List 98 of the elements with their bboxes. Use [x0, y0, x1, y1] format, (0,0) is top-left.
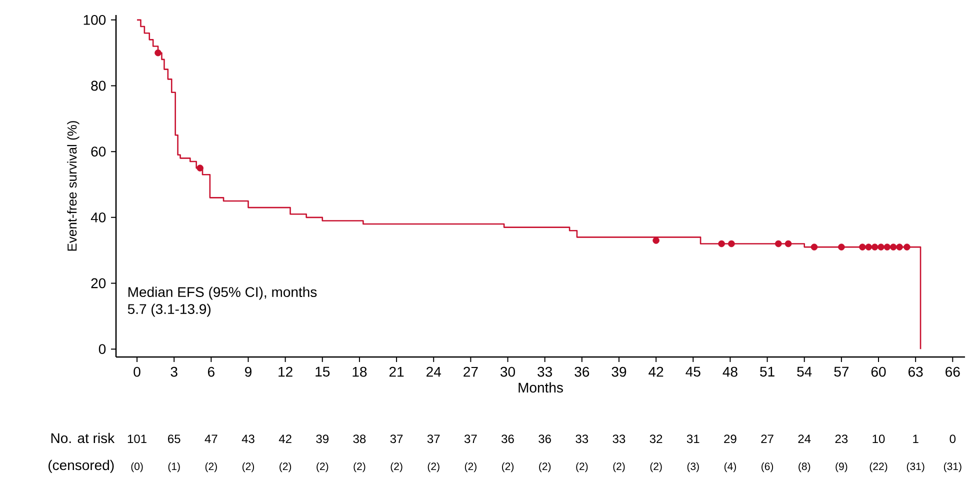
text: (censored) [48, 460, 114, 473]
text: (2) [205, 462, 217, 472]
y-tick-label: 20 [91, 278, 106, 288]
y-tick-label: 80 [91, 80, 106, 91]
text: 1 [913, 434, 918, 443]
text: (0) [131, 462, 143, 472]
text: (31) [944, 462, 962, 472]
text: 39 [316, 434, 328, 444]
text: (4) [724, 462, 736, 472]
x-tick-label: 33 [538, 366, 552, 377]
text: (2) [464, 462, 476, 472]
point [904, 244, 910, 250]
x-tick-label: 57 [834, 366, 849, 377]
point [865, 244, 872, 250]
text: 38 [353, 434, 366, 444]
text: 10 [872, 434, 885, 444]
point [896, 244, 903, 250]
point [838, 244, 845, 250]
text: 23 [835, 434, 848, 444]
point [890, 244, 897, 250]
annotation: 5.7 (3.1-13.9) [128, 304, 210, 317]
text: 33 [612, 434, 626, 444]
text: 0 [950, 434, 956, 444]
text: 33 [576, 434, 588, 444]
text: 36 [538, 434, 551, 444]
text: 24 [798, 434, 811, 443]
text: (2) [502, 462, 514, 472]
text: (22) [870, 462, 888, 472]
point [728, 240, 735, 248]
point [196, 164, 204, 172]
text: 37 [427, 434, 440, 444]
point [775, 240, 782, 248]
y-tick-label: 100 [84, 14, 106, 25]
text: 42 [278, 434, 292, 443]
text: (2) [613, 462, 625, 472]
point [784, 240, 792, 248]
x-tick-label: 0 [134, 366, 140, 377]
text: 37 [390, 434, 403, 444]
point [884, 244, 891, 250]
text: (8) [798, 462, 810, 472]
text: 32 [650, 434, 662, 444]
x-tick-label: 6 [208, 366, 214, 377]
text: (2) [354, 462, 366, 472]
x-tick-label: 36 [574, 366, 590, 377]
text: 101 [128, 434, 146, 444]
text: 27 [761, 434, 774, 443]
text: (2) [539, 462, 551, 472]
point [154, 49, 162, 56]
x-tick-label: 54 [797, 366, 812, 377]
x-tick-label: 66 [946, 366, 960, 377]
point [859, 244, 866, 250]
x-tick-label: 9 [245, 366, 252, 377]
x-axis-title: Months [518, 382, 563, 393]
point [718, 240, 725, 248]
text: (2) [390, 462, 402, 472]
x-tick-label: 3 [170, 366, 178, 377]
x-tick-label: 30 [500, 366, 515, 377]
text: 36 [502, 434, 514, 444]
y-axis-title: Event-free survival (%) [67, 121, 80, 251]
text: 47 [204, 434, 218, 443]
text: (2) [650, 462, 662, 472]
x-tick-label: 51 [760, 366, 774, 377]
text: (2) [242, 462, 254, 472]
text: 29 [724, 434, 736, 444]
text: (31) [906, 462, 924, 472]
text: (2) [576, 462, 588, 472]
text: (2) [316, 462, 328, 472]
x-tick-label: 60 [871, 366, 886, 377]
x-tick-label: 27 [464, 366, 478, 377]
x-tick-label: 45 [686, 366, 700, 377]
y-tick-label: 0 [98, 344, 106, 354]
text: (2) [280, 462, 292, 472]
x-tick-label: 15 [316, 366, 330, 377]
x-tick-label: 12 [278, 366, 292, 377]
text: (1) [168, 462, 180, 472]
point [878, 244, 884, 250]
text: 43 [242, 434, 254, 444]
y-tick-label: 40 [90, 212, 106, 222]
text: 31 [686, 434, 700, 444]
text: (2) [428, 462, 440, 472]
text: (6) [762, 462, 774, 472]
annotation: Median EFS (95% CI), months [128, 286, 317, 300]
x-tick-label: 24 [426, 366, 441, 377]
text: No. at risk [51, 432, 115, 444]
x-tick-label: 21 [389, 366, 404, 377]
text: (3) [687, 462, 699, 472]
y-tick-label: 60 [91, 146, 106, 157]
x-tick-label: 63 [908, 366, 923, 377]
text: 65 [168, 434, 180, 444]
point [810, 244, 818, 250]
x-tick-label: 48 [722, 366, 738, 377]
x-tick-label: 18 [352, 366, 367, 377]
point [652, 237, 660, 244]
text: (9) [836, 462, 848, 472]
x-tick-label: 42 [648, 366, 664, 377]
point [871, 244, 878, 250]
x-tick-label: 39 [612, 366, 626, 377]
text: 37 [464, 434, 477, 444]
